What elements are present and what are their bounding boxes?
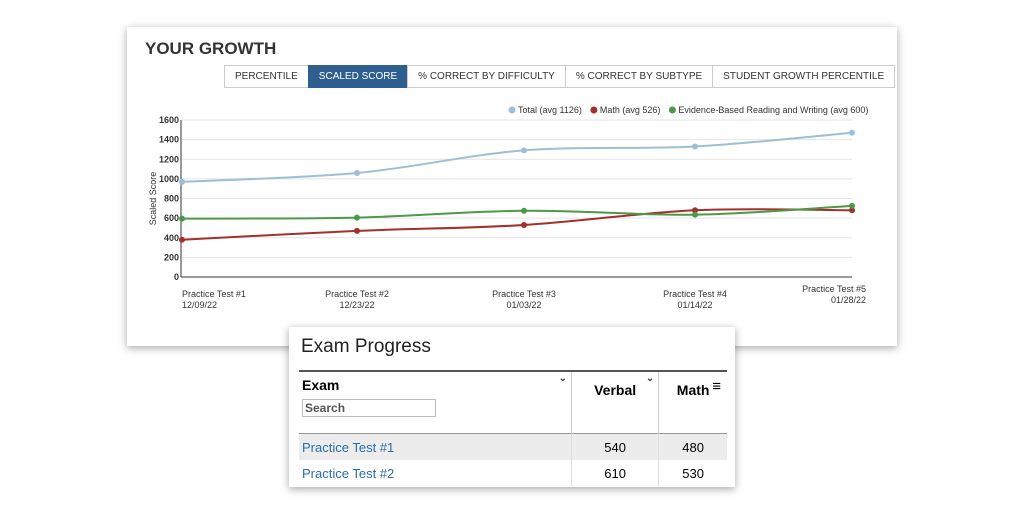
tab[interactable]: SCALED SCORE — [307, 65, 409, 88]
legend-label: Evidence-Based Reading and Writing (avg … — [678, 105, 868, 115]
point — [521, 207, 527, 214]
exam-link[interactable]: Practice Test #2 — [302, 465, 395, 481]
column-title: Math — [676, 382, 710, 398]
x-tick-label: Practice Test #4 — [663, 289, 727, 299]
exam-link[interactable]: Practice Test #1 — [299, 433, 572, 460]
growth-card: YOUR GROWTH PERCENTILE SCALED SCORE% CORR… — [127, 27, 897, 346]
point — [692, 211, 698, 218]
y-tick-label: 1400 — [159, 135, 179, 145]
search-box[interactable]: Search — [302, 399, 436, 417]
cell: 540 — [570, 433, 659, 460]
legend-marker — [590, 106, 598, 114]
point — [849, 129, 855, 136]
point — [354, 227, 360, 234]
cell: 610 — [570, 460, 659, 486]
x-tick-date: 01/14/22 — [677, 300, 712, 310]
chart: 0 200 400 600 800 1000 1200 1400 1600 Scaled Scor… — [148, 105, 868, 310]
legend-marker — [668, 106, 676, 114]
y-tick-label: 600 — [164, 213, 179, 223]
table-row: Practice Test #1 540 480 — [299, 433, 727, 460]
y-tick-label: 800 — [164, 194, 179, 204]
legend-marker — [508, 106, 516, 114]
column-header: Exam Search ⌄ — [299, 370, 572, 434]
tab[interactable]: STUDENT GROWTH PERCENTILE — [712, 65, 896, 88]
menu-icon[interactable]: ≡ — [712, 378, 721, 395]
title: YOUR GROWTH — [145, 39, 277, 58]
point — [179, 236, 185, 243]
table-body: Practice Test #1 540 480 Practice Test #2 61… — [299, 433, 727, 486]
y-tick-label: 1000 — [159, 174, 179, 184]
point — [179, 215, 185, 222]
x-tick-date: 01/28/22 — [831, 295, 866, 305]
y-tick-label: 1200 — [159, 154, 179, 164]
column-title: Exam — [302, 377, 340, 393]
point — [354, 169, 360, 176]
tab[interactable]: PERCENTILE — [224, 65, 309, 88]
column-header: Verbal ⌄ — [570, 370, 659, 434]
point — [692, 143, 698, 150]
cell: 530 — [658, 460, 727, 486]
point — [849, 202, 855, 209]
point — [849, 207, 855, 214]
table-row: Practice Test #2 610 530 — [299, 460, 727, 486]
series-line — [181, 204, 853, 220]
x-tick-date: 12/09/22 — [182, 300, 217, 310]
column-header: Math ≡ — [658, 370, 727, 434]
sort-chevron[interactable]: ⌄ — [558, 373, 567, 384]
y-axis-label: Scaled Score — [148, 172, 158, 226]
header-row: Exam Search ⌄ Verbal ⌄ Math ≡ — [299, 370, 727, 434]
legend-label: Math (avg 526) — [600, 105, 661, 115]
point — [521, 221, 527, 228]
cell: 480 — [658, 433, 727, 460]
point — [354, 214, 360, 221]
table-title: Exam Progress — [301, 336, 431, 357]
table: Exam Search ⌄ Verbal ⌄ Math ≡ Practice Test #1… — [299, 370, 727, 486]
y-tick-label: 400 — [164, 233, 179, 243]
y-tick-label: 200 — [164, 252, 179, 262]
exam-progress-card: Exam Progress Exam Search ⌄ Verbal ⌄ Math ≡ Pr… — [289, 327, 735, 487]
x-tick-label: Practice Test #3 — [492, 289, 556, 299]
x-tick-label: Practice Test #1 — [182, 289, 246, 299]
column-title: Verbal — [594, 382, 637, 398]
sort-chevron[interactable]: ⌄ — [645, 373, 655, 384]
point — [692, 207, 698, 214]
x-tick-label: Practice Test #5 — [802, 284, 866, 294]
series-line — [181, 208, 853, 241]
x-tick-label: Practice Test #2 — [325, 289, 389, 299]
y-tick-label: 0 — [174, 272, 179, 282]
y-tick-label: 1600 — [159, 115, 179, 125]
tab-bar: PERCENTILE SCALED SCORE% CORRECT BY DIFFI… — [224, 65, 896, 88]
x-tick-date: 01/03/22 — [506, 300, 541, 310]
x-tick-date: 12/23/22 — [339, 300, 374, 310]
legend-label: Total (avg 1126) — [518, 105, 582, 115]
point — [179, 178, 185, 185]
point — [521, 147, 527, 154]
tab[interactable]: % CORRECT BY DIFFICULTY — [407, 65, 566, 88]
